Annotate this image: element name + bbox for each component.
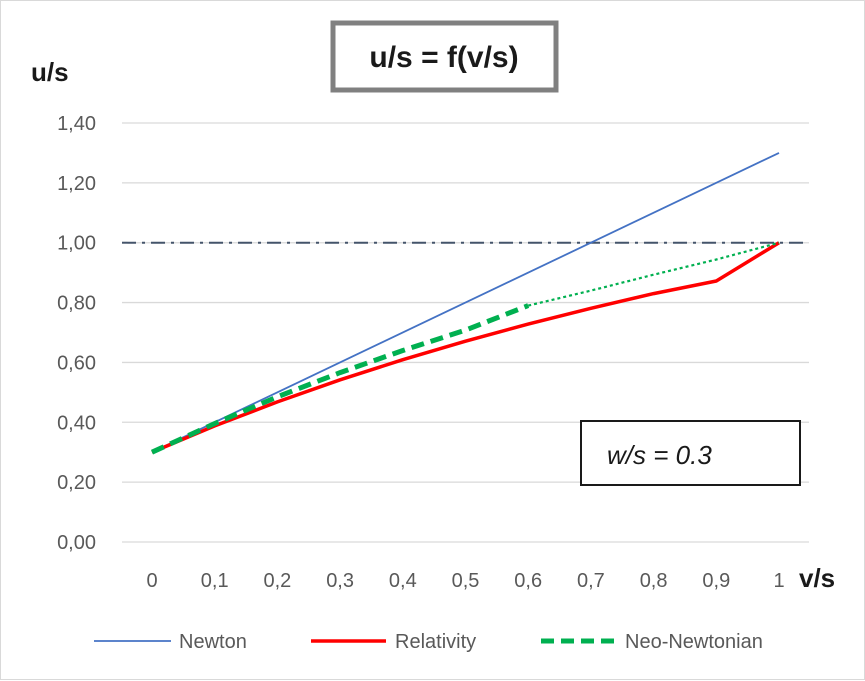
annotation-box: w/s = 0.3 xyxy=(580,420,801,486)
y-tick-label: 1,00 xyxy=(57,233,96,255)
y-tick-label: 0,60 xyxy=(57,352,96,374)
x-tick-label: 0,3 xyxy=(326,570,354,592)
series-layer xyxy=(150,152,780,455)
x-tick-label: 0,5 xyxy=(452,570,480,592)
annotation-border xyxy=(580,420,801,486)
x-tick-label: 0,4 xyxy=(389,570,417,592)
legend-label: Relativity xyxy=(395,631,476,653)
y-tick-label: 0,40 xyxy=(57,412,96,434)
legend-label: Newton xyxy=(179,631,247,653)
y-tick-label: 1,40 xyxy=(57,113,96,135)
series-line-extension xyxy=(527,241,780,307)
x-tick-label: 0,7 xyxy=(577,570,605,592)
x-axis-title: v/s xyxy=(799,563,835,593)
y-tick-label: 1,20 xyxy=(57,173,96,195)
legend: Newton Relativity Neo-Newtonian xyxy=(94,631,763,653)
legend-label: Neo-Newtonian xyxy=(625,631,763,653)
x-tick-label: 0,1 xyxy=(201,570,229,592)
y-tick-label: 0,20 xyxy=(57,472,96,494)
series-line-neo-newtonian xyxy=(150,303,530,455)
x-tick-label: 0,9 xyxy=(702,570,730,592)
y-tick-label: 0,00 xyxy=(57,532,96,554)
y-tick-label: 0,80 xyxy=(57,293,96,315)
chart-title-box: u/s = f(v/s) xyxy=(330,20,559,93)
chart-title: u/s = f(v/s) xyxy=(369,41,518,74)
y-axis-title: u/s xyxy=(31,57,69,87)
series-line-newton xyxy=(151,152,780,454)
x-tick-label: 0 xyxy=(146,570,157,592)
x-tick-label: 0,2 xyxy=(263,570,291,592)
x-tick-labels: 0 0,1 0,2 0,3 0,4 0,5 0,6 0,7 0,8 0,9 1 xyxy=(146,570,784,592)
x-tick-label: 0,8 xyxy=(640,570,668,592)
y-tick-labels: 0,00 0,20 0,40 0,60 0,80 1,00 1,20 1,40 xyxy=(57,113,96,554)
x-tick-label: 1 xyxy=(773,570,784,592)
annotation-text: w/s = 0.3 xyxy=(607,440,712,470)
series-line-relativity xyxy=(151,241,780,454)
x-tick-label: 0,6 xyxy=(514,570,542,592)
chart-title-border xyxy=(330,20,559,93)
